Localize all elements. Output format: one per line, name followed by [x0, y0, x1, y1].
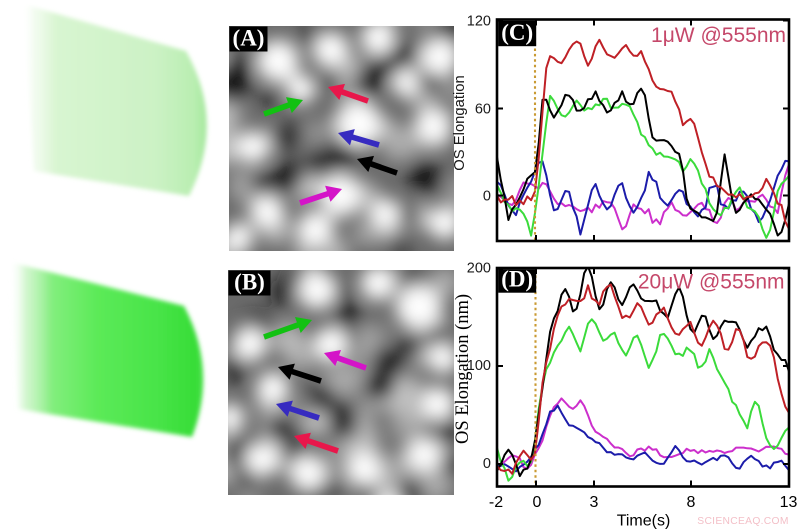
svg-text:OS Elongation: OS Elongation: [452, 75, 468, 170]
svg-text:0: 0: [483, 189, 491, 205]
svg-text:60: 60: [475, 102, 491, 118]
svg-text:(A): (A): [233, 26, 265, 51]
svg-text:(D): (D): [501, 267, 533, 292]
svg-text:(C): (C): [501, 20, 533, 45]
svg-text:SCIENCEAQ.COM: SCIENCEAQ.COM: [697, 516, 788, 527]
svg-text:OS Elongation (nm): OS Elongation (nm): [453, 294, 473, 444]
svg-text:200: 200: [467, 261, 491, 277]
svg-text:-2: -2: [489, 494, 503, 511]
svg-text:120: 120: [467, 14, 491, 30]
svg-text:1μW @555nm: 1μW @555nm: [651, 24, 786, 47]
svg-text:8: 8: [687, 494, 696, 511]
svg-text:0: 0: [483, 456, 491, 472]
svg-text:Time(s): Time(s): [617, 513, 671, 530]
svg-text:0: 0: [533, 494, 542, 511]
svg-text:13: 13: [780, 494, 798, 511]
svg-text:3: 3: [590, 494, 599, 511]
svg-text:20μW @555nm: 20μW @555nm: [638, 271, 785, 294]
svg-text:(B): (B): [234, 270, 265, 295]
svg-text:100: 100: [467, 358, 491, 374]
